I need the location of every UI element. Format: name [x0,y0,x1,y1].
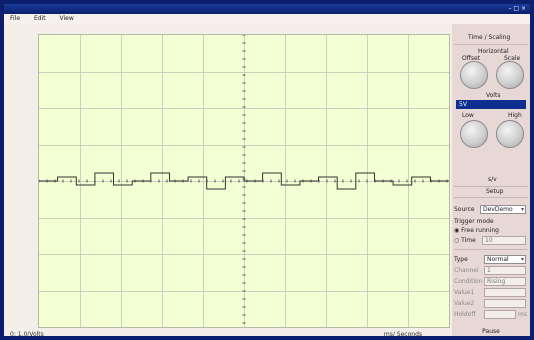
source-select[interactable]: DevDemo ▾ [480,205,526,214]
channel-field[interactable]: 1 [484,266,526,275]
menu-bar: File Edit View [4,14,530,24]
menu-item-view[interactable]: View [59,15,74,22]
signal-trace [39,172,449,190]
low-knob[interactable] [460,120,488,148]
time-label: Time [461,237,476,244]
chevron-down-icon: ▾ [520,256,524,263]
divider [454,44,528,45]
free-running-label: Free running [461,227,499,234]
timing-header: Time / Scaling [468,34,511,41]
menu-item-file[interactable]: File [10,15,21,22]
offset-label: Offset [462,55,481,62]
volts-label: Volts [486,92,501,99]
value1-field[interactable] [484,288,526,297]
status-scale-right: ms/ Seconds [383,331,422,338]
divider [454,249,528,250]
scale-knob[interactable] [496,61,524,89]
scale-label: Scale [504,55,521,62]
type-value: Normal [487,256,509,263]
condition-field[interactable]: Rising [484,277,526,286]
volts-value-field[interactable]: 5V [456,100,526,109]
time-field[interactable]: 10 [482,236,526,245]
units-label: s/v [488,176,497,183]
chevron-down-icon: ▾ [520,206,524,213]
status-scale-left: 0: 1.0/Volts [10,331,44,338]
value2-label: Value2 [454,300,475,307]
menu-item-edit[interactable]: Edit [33,15,46,22]
title-bar: – □ × [4,4,530,14]
horizontal-label: Horizontal [478,48,509,55]
time-radio[interactable]: ○ Time [454,237,476,244]
low-label: Low [462,112,474,119]
high-label: High [508,112,522,119]
channel-label: Channel [454,267,479,274]
pause-button[interactable]: Pause [482,328,500,335]
control-panel: Time / Scaling Horizontal Offset Scale V… [452,24,530,336]
scope-display-area [4,24,453,330]
value2-field[interactable] [484,299,526,308]
source-label: Source [454,206,475,213]
holdoff-unit: ms [518,311,527,318]
section-bar [454,186,528,198]
holdoff-field[interactable] [484,310,516,319]
high-knob[interactable] [496,120,524,148]
section-header: Setup [486,188,504,195]
scope-screen[interactable] [38,34,450,328]
type-select[interactable]: Normal ▾ [484,255,526,264]
condition-label: Condition [454,278,483,285]
type-label: Type [454,256,468,263]
scope-grid [39,35,449,327]
offset-knob[interactable] [460,61,488,89]
source-value: DevDemo [483,206,513,213]
status-bar: 0: 1.0/Volts ms/ Seconds [4,330,452,338]
center-ticks [39,35,448,324]
trigger-mode-label: Trigger mode [454,218,494,225]
holdoff-label: Holdoff [454,311,476,318]
value1-label: Value1 [454,289,475,296]
window-controls[interactable]: – □ × [508,5,526,12]
free-running-radio[interactable]: ◉ Free running [454,227,499,234]
